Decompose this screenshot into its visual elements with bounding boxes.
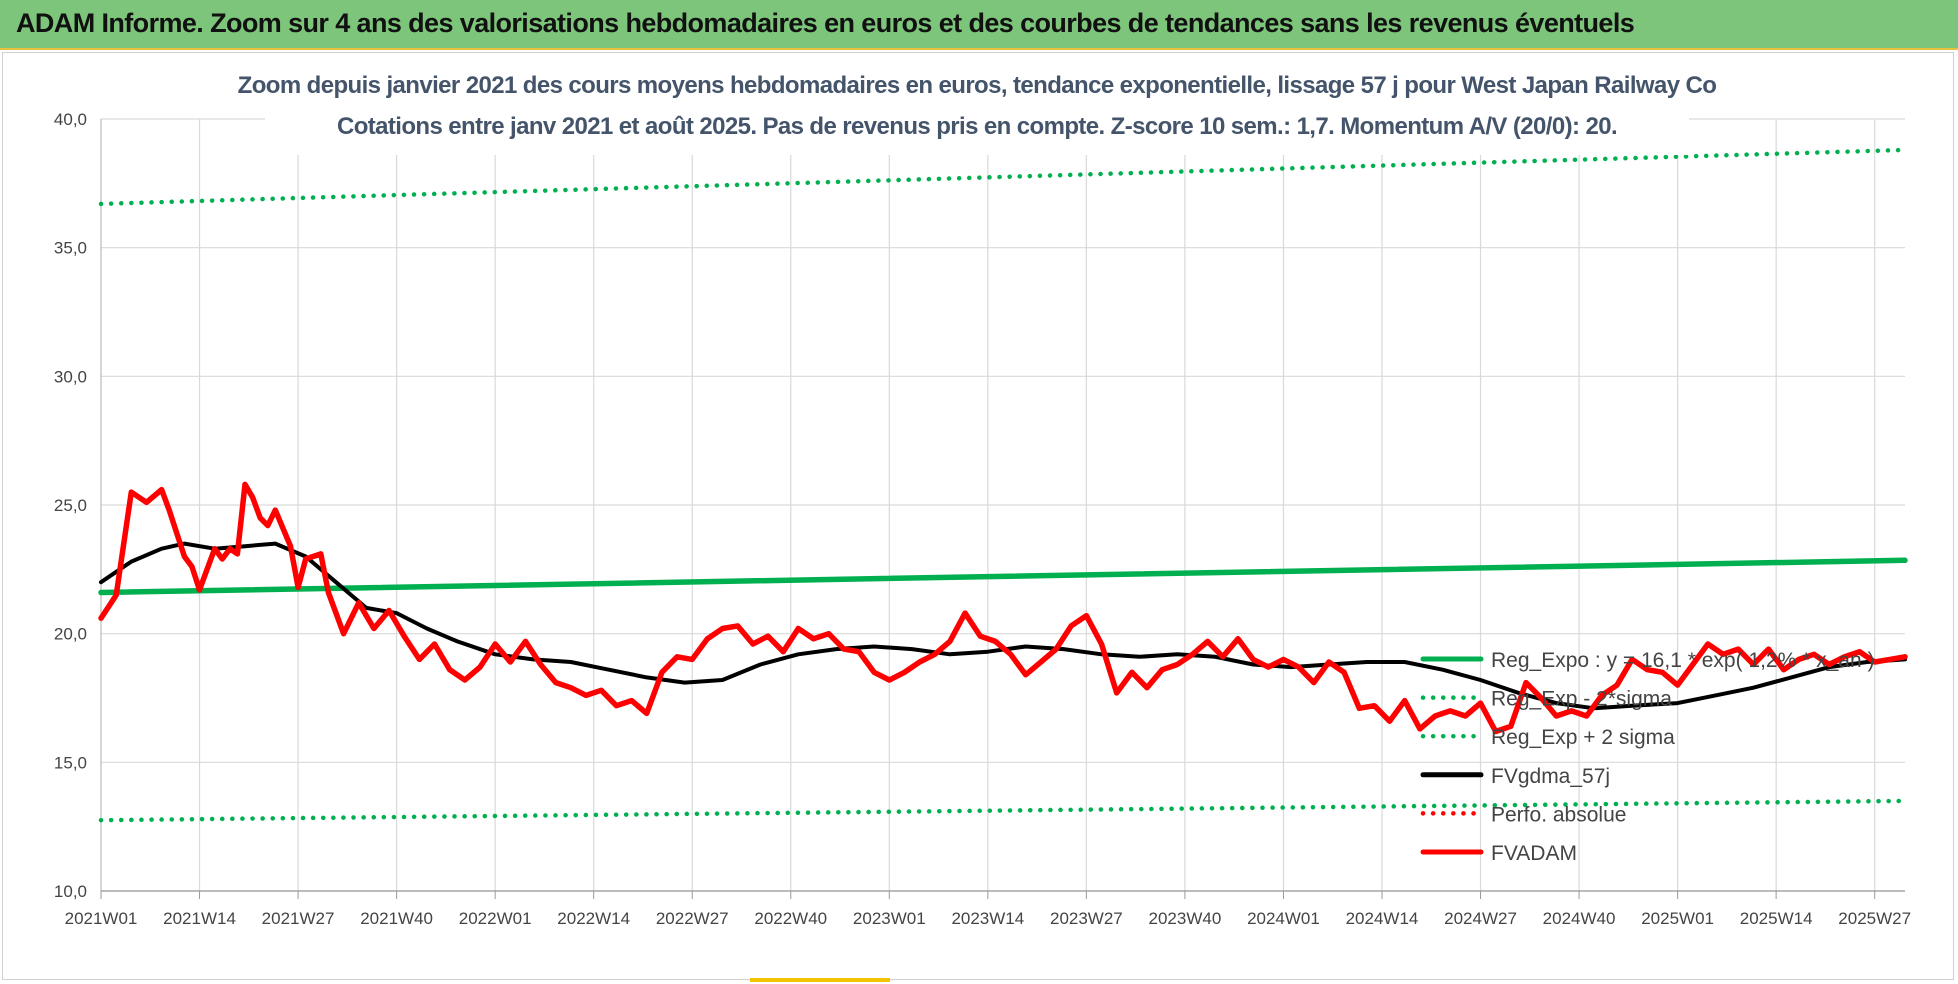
x-tick-label: 2021W01 <box>65 909 138 928</box>
x-tick-label: 2024W27 <box>1444 909 1517 928</box>
series-line-1 <box>98 557 1908 596</box>
legend-label-1: Reg_Expo : y = 16,1 * exp( 1,2% * x_an ) <box>1491 649 1874 672</box>
chart-area: 10,0 15,0 20,0 25,0 30,0 35,0 40,0 2021W01 2021W… <box>2 52 1954 980</box>
axes: 10,0 15,0 20,0 25,0 30,0 35,0 40,0 2021W01 2021W… <box>54 110 1911 928</box>
y-tick-label: 30,0 <box>54 367 87 386</box>
x-tick-label: 2022W40 <box>754 909 827 928</box>
x-tick-label: 2025W01 <box>1641 909 1714 928</box>
x-tick-label: 2025W14 <box>1740 909 1813 928</box>
line-chart: 10,0 15,0 20,0 25,0 30,0 35,0 40,0 2021W01 2021W… <box>54 55 1911 928</box>
x-tick-label: 2023W01 <box>853 909 926 928</box>
series-lines <box>98 147 1908 823</box>
x-tick-label: 2024W01 <box>1247 909 1320 928</box>
series-line-3 <box>98 147 1908 207</box>
x-tick-label: 2023W40 <box>1149 909 1222 928</box>
x-tick-label: 2022W14 <box>557 909 630 928</box>
x-tick-label: 2023W27 <box>1050 909 1123 928</box>
y-tick-label: 15,0 <box>54 753 87 772</box>
y-tick-label: 40,0 <box>54 110 87 129</box>
legend-label-3: Reg_Exp + 2 sigma <box>1491 726 1675 749</box>
chart-subtitle: Cotations entre janv 2021 et août 2025. … <box>337 113 1617 140</box>
x-tick-label: 2021W40 <box>360 909 433 928</box>
x-tick-label: 2025W27 <box>1838 909 1911 928</box>
series-line-4 <box>99 541 1907 711</box>
legend-label-4: FVgdma_57j <box>1491 765 1610 788</box>
corner-accent <box>750 978 890 982</box>
y-tick-label: 25,0 <box>54 496 87 515</box>
series-line-6 <box>98 481 1908 735</box>
x-tick-label: 2021W27 <box>262 909 335 928</box>
x-tick-label: 2022W01 <box>459 909 532 928</box>
title-background <box>265 55 1689 155</box>
legend-label-2: Reg_Exp - 2*sigma <box>1491 688 1672 711</box>
banner-title: ADAM Informe. Zoom sur 4 ans des valoris… <box>16 8 1635 38</box>
chart-title: Zoom depuis janvier 2021 des cours moyen… <box>238 72 1717 99</box>
legend-label-6: FVADAM <box>1491 842 1577 865</box>
grid <box>100 118 1905 892</box>
y-tick-label: 35,0 <box>54 239 87 258</box>
series-line-2 <box>98 798 1908 823</box>
x-tick-label: 2024W14 <box>1346 909 1419 928</box>
legend: Reg_Expo : y = 16,1 * exp( 1,2% * x_an )… <box>1420 649 1874 865</box>
legend-label-5: Perfo. absolue <box>1491 803 1626 826</box>
banner: ADAM Informe. Zoom sur 4 ans des valoris… <box>0 0 1958 50</box>
x-tick-label: 2021W14 <box>163 909 236 928</box>
x-tick-label: 2023W14 <box>951 909 1024 928</box>
x-tick-label: 2022W27 <box>656 909 729 928</box>
y-tick-label: 10,0 <box>54 882 87 901</box>
y-tick-label: 20,0 <box>54 625 87 644</box>
x-tick-label: 2024W40 <box>1543 909 1616 928</box>
